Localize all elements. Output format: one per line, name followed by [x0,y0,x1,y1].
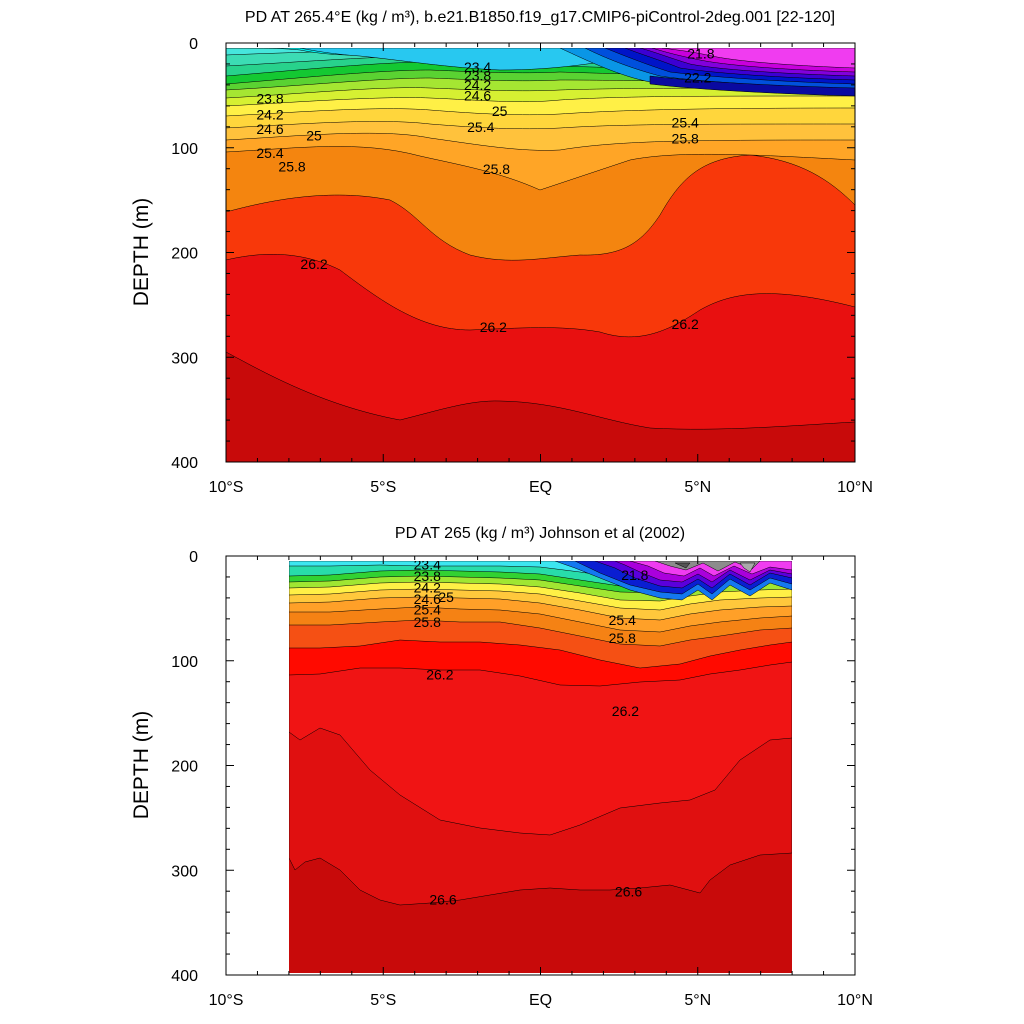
bottom-contour-label: 25.8 [609,630,636,646]
top-y-tick-label: 0 [189,36,198,53]
bottom-contour-label: 25.4 [609,612,636,628]
bottom-x-tick-label: EQ [529,992,552,1009]
top-contour-label: 25.8 [672,130,699,146]
top-y-axis-label: DEPTH (m) [130,198,153,307]
top-contour-label: 25.8 [278,159,305,175]
top-band-22.4 [649,75,855,97]
top-x-tick-label: 10°S [209,479,244,496]
top-x-tick-label: 5°S [370,479,396,496]
top-x-tick-label: EQ [529,479,552,496]
bottom-x-tick-label: 10°S [209,992,244,1009]
bottom-band-19.6-a [674,562,691,569]
top-y-tick-label: 300 [171,350,198,367]
top-contour-label: 26.2 [300,256,327,272]
bottom-contour-label: 26.2 [612,703,639,719]
top-axes: 10°S 5°S EQ 5°N 10°N 0 100 200 300 400 [171,36,873,496]
top-contour-label: 24.2 [256,106,283,122]
bottom-contour-label: 24.2 [414,580,441,596]
top-contour-label: 25 [492,103,508,119]
bottom-contour-label: 21.8 [621,567,648,583]
top-contour-labels: 21.822.223.423.824.224.62525.423.824.224… [256,46,714,335]
top-title: PD AT 265.4°E (kg / m³), b.e21.B1850.f19… [245,9,835,26]
bottom-y-tick-label: 100 [171,654,198,671]
top-panel: PD AT 265.4°E (kg / m³), b.e21.B1850.f19… [130,9,873,496]
top-contour-label: 25.8 [483,161,510,177]
top-contour-label: 23.8 [256,91,283,107]
top-y-tick-label: 100 [171,141,198,158]
top-contour-label: 24.2 [464,77,491,93]
bottom-y-tick-label: 300 [171,863,198,880]
top-y-tick-label: 400 [171,455,198,472]
bottom-axes: 10°S 5°S EQ 5°N 10°N 0 100 200 300 400 [171,549,873,1009]
top-band-20.2 [661,47,855,69]
bottom-contour-label: 25.4 [414,602,441,618]
top-contour-label: 22.2 [684,70,711,86]
top-contour-label: 25.4 [256,145,283,161]
bottom-contour-label: 23.4 [414,556,441,572]
top-contour-label: 25 [306,127,322,143]
bottom-contour-label: 24.6 [414,591,441,607]
top-contour-label: 23.8 [464,68,491,84]
top-contour-label: 23.4 [464,59,491,75]
bottom-y-axis-label: DEPTH (m) [130,711,153,820]
top-contour-label: 21.8 [687,46,714,62]
bottom-y-tick-label: 0 [189,549,198,566]
bottom-contour-label: 26.6 [615,883,642,899]
bottom-contour-fill [289,561,792,973]
top-contour-fill [226,43,855,462]
bottom-title: PD AT 265 (kg / m³) Johnson et al (2002) [395,525,685,542]
top-contour-label: 26.2 [672,316,699,332]
top-contour-label: 25.4 [672,115,699,131]
top-x-tick-label: 10°N [837,479,873,496]
bottom-contour-label: 26.2 [426,666,453,682]
bottom-contour-label: 25.8 [414,614,441,630]
top-contour-label: 25.4 [467,119,494,135]
bottom-y-tick-label: 200 [171,759,198,776]
top-contour-label: 24.6 [464,87,491,103]
top-y-tick-label: 200 [171,246,198,263]
bottom-x-tick-label: 5°N [684,992,711,1009]
bottom-x-tick-label: 5°S [370,992,396,1009]
top-contour-label: 24.6 [256,121,283,137]
bottom-y-tick-label: 400 [171,968,198,985]
bottom-x-tick-label: 10°N [837,992,873,1009]
top-x-tick-label: 5°N [684,479,711,496]
bottom-contour-label: 23.8 [414,568,441,584]
top-contour-label: 26.2 [480,319,507,335]
bottom-contour-label: 25 [438,589,454,605]
bottom-band-19.6-b [739,562,756,573]
bottom-panel: PD AT 265 (kg / m³) Johnson et al (2002) [130,525,873,1009]
bottom-contour-label: 26.6 [429,892,456,908]
